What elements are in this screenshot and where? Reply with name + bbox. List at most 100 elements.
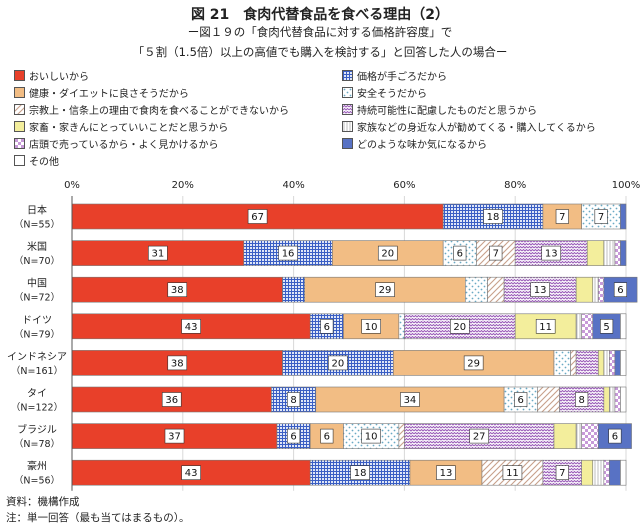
legend-item: 家畜・家きんにとっていいことだと思うから	[14, 119, 228, 134]
category-label: 中国	[27, 277, 47, 290]
bar-segment	[575, 313, 582, 340]
data-label-box	[377, 245, 398, 261]
bar-segment	[609, 350, 616, 376]
bar-segment	[575, 423, 582, 449]
data-label-box	[483, 209, 503, 224]
data-label-box	[350, 465, 370, 481]
data-label-box	[575, 392, 589, 407]
data-label: 6	[457, 249, 463, 260]
category-n-label: （N=72）	[14, 292, 60, 304]
data-label-box	[469, 428, 489, 444]
legend-swatch	[342, 138, 353, 149]
bar-segment	[592, 459, 605, 486]
data-label: 10	[365, 432, 378, 443]
data-label: 10	[365, 322, 378, 333]
legend-swatch	[14, 104, 25, 115]
category-label: 米国	[27, 240, 47, 253]
bar-segment	[487, 276, 505, 303]
data-label: 38	[171, 285, 184, 296]
bar-segment	[398, 313, 405, 340]
data-label: 5	[603, 322, 609, 333]
data-label: 11	[539, 322, 552, 333]
data-label: 20	[381, 249, 394, 260]
bar-segment	[537, 386, 560, 413]
bar-segment	[614, 350, 621, 376]
legend-label: 家族などの身近な人が勧めてくる・購入してくるから	[357, 123, 596, 134]
category-n-label: （N=56）	[14, 475, 60, 487]
data-label: 34	[404, 395, 417, 406]
category-n-label: （N=78）	[14, 438, 60, 450]
data-label-box	[320, 318, 334, 334]
category-n-label: （N=122）	[11, 402, 63, 414]
bar-segment	[592, 276, 599, 303]
data-label: 43	[185, 468, 198, 479]
data-label: 7	[559, 468, 565, 479]
legend-item: 健康・ダイエットに良さそうだから	[14, 85, 189, 100]
bar-segment	[586, 240, 605, 266]
legend-swatch	[342, 121, 353, 132]
bar-segment	[398, 423, 405, 449]
bar-segment	[614, 386, 621, 413]
data-label-box	[502, 465, 523, 481]
data-label-box	[167, 282, 188, 298]
data-label-box	[463, 355, 484, 371]
data-label: 8	[290, 395, 296, 406]
data-label-box	[608, 428, 622, 444]
legend-item: 安全そうだから	[342, 85, 427, 100]
data-label-box	[278, 245, 298, 261]
legend-label: その他	[29, 157, 59, 168]
legend-swatch	[342, 104, 353, 115]
bar-segment	[553, 423, 577, 449]
legend-label: 健康・ダイエットに良さそうだから	[29, 89, 189, 100]
data-label-box	[600, 318, 614, 334]
data-label-box	[161, 392, 182, 407]
data-label: 37	[168, 432, 181, 443]
data-label-box	[181, 318, 201, 334]
data-label-box	[320, 428, 334, 444]
data-label-box	[613, 282, 628, 298]
bar-segment	[609, 386, 616, 413]
legend-item: 持続可能性に配慮したものだと思うから	[342, 102, 537, 117]
bar-segment	[553, 350, 571, 376]
data-label: 20	[332, 358, 345, 369]
bar-segment	[603, 459, 610, 486]
data-label-box	[535, 318, 556, 334]
x-tick-label: 100%	[612, 180, 640, 191]
bar-segment	[620, 203, 627, 230]
legend-item: 家族などの身近な人が勧めてくる・購入してくるから	[342, 119, 596, 134]
legend-label: 家畜・家きんにとっていいことだと思うから	[29, 123, 229, 134]
data-label-box	[530, 282, 550, 298]
legend-label: どのような味か気になるから	[357, 140, 487, 151]
legend-item: その他	[14, 153, 59, 168]
data-label: 67	[251, 212, 264, 223]
category-n-label: （N=79）	[14, 328, 60, 340]
legend-item: どのような味か気になるから	[342, 136, 487, 151]
data-label: 11	[506, 468, 519, 479]
data-label: 6	[518, 395, 524, 406]
bar-segment	[575, 276, 594, 303]
data-label-box	[489, 245, 503, 261]
category-label: 日本	[27, 204, 47, 217]
chart-subtitle-2: 「５割（1.5倍）以上の高値でも購入を検討する」と回答した人の場合ー	[132, 45, 508, 59]
legend-swatch	[14, 121, 25, 132]
category-label: タイ	[27, 388, 47, 400]
data-label: 13	[440, 468, 453, 479]
data-label: 7	[493, 249, 499, 260]
legend-label: 宗教上・信条上の理由で食肉を食べることができないから	[29, 106, 289, 117]
data-label: 27	[473, 432, 486, 443]
data-label: 16	[282, 249, 295, 260]
bar-segment	[465, 276, 488, 303]
category-n-label: （N=161）	[11, 365, 63, 377]
legend-swatch	[14, 138, 25, 149]
bar-segment	[575, 350, 599, 376]
bar-segment	[603, 240, 616, 266]
data-label-box	[555, 209, 569, 224]
chart-title: 図 21 食肉代替食品を食べる理由（2）	[190, 7, 450, 23]
bar-segment	[481, 459, 544, 486]
data-label: 7	[559, 212, 565, 223]
data-label-box	[436, 465, 456, 481]
data-label: 6	[617, 285, 623, 296]
category-label: ブラジル	[17, 423, 57, 436]
legend-item: 価格が手ごろだから	[342, 68, 447, 83]
